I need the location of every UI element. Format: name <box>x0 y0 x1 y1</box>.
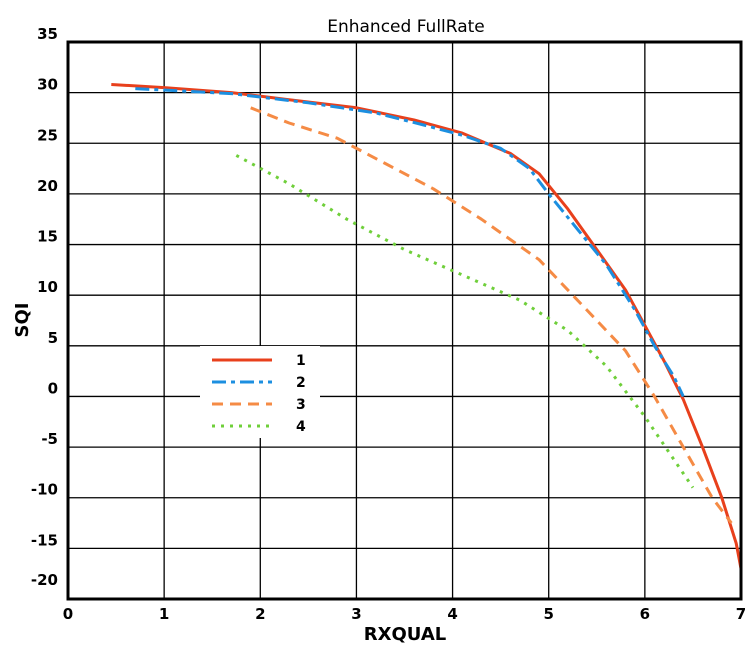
x-tick-label-2: 2 <box>255 605 265 623</box>
y-tick-label-9: -10 <box>31 481 58 499</box>
x-tick-label-5: 5 <box>543 605 553 623</box>
legend-label-3: 3 <box>296 397 306 413</box>
series-1-line <box>111 83 743 569</box>
legend: 1 2 3 4 <box>200 346 320 438</box>
legend-label-1: 1 <box>296 353 306 369</box>
y-tick-label-10: -15 <box>31 531 58 549</box>
x-axis-label: RXQUAL <box>364 624 447 645</box>
x-tick-label-6: 6 <box>640 605 650 623</box>
y-tick-label-5: 10 <box>37 278 58 296</box>
y-tick-label-4: 15 <box>37 228 58 246</box>
x-tick-labels: 0 1 2 3 4 5 6 7 <box>63 605 746 623</box>
y-tick-label-8: -5 <box>41 430 58 448</box>
x-tick-label-4: 4 <box>447 605 457 623</box>
legend-label-2: 2 <box>296 375 306 391</box>
series-layer <box>111 83 743 569</box>
x-tick-label-7: 7 <box>736 605 746 623</box>
grid <box>68 41 741 599</box>
series-3-line <box>250 106 733 524</box>
y-tick-label-2: 25 <box>37 126 58 144</box>
series-4-line <box>235 154 695 489</box>
y-tick-label-3: 20 <box>37 177 58 195</box>
y-tick-label-7: 0 <box>48 379 58 397</box>
x-tick-label-1: 1 <box>159 605 169 623</box>
y-axis-label: SQI <box>12 303 33 338</box>
plot-frame <box>66 40 743 601</box>
y-tick-label-6: 5 <box>48 329 58 347</box>
legend-label-4: 4 <box>296 419 306 435</box>
chart-title: Enhanced FullRate <box>327 17 485 37</box>
x-tick-label-3: 3 <box>351 605 361 623</box>
series-2-line <box>135 87 685 398</box>
y-tick-label-1: 30 <box>37 76 58 94</box>
y-tick-label-0: 35 <box>37 25 58 43</box>
y-tick-label-11: -20 <box>31 571 58 589</box>
y-tick-labels: 35 30 25 20 15 10 5 0 -5 -10 -15 -20 <box>31 25 58 589</box>
x-tick-label-0: 0 <box>63 605 73 623</box>
